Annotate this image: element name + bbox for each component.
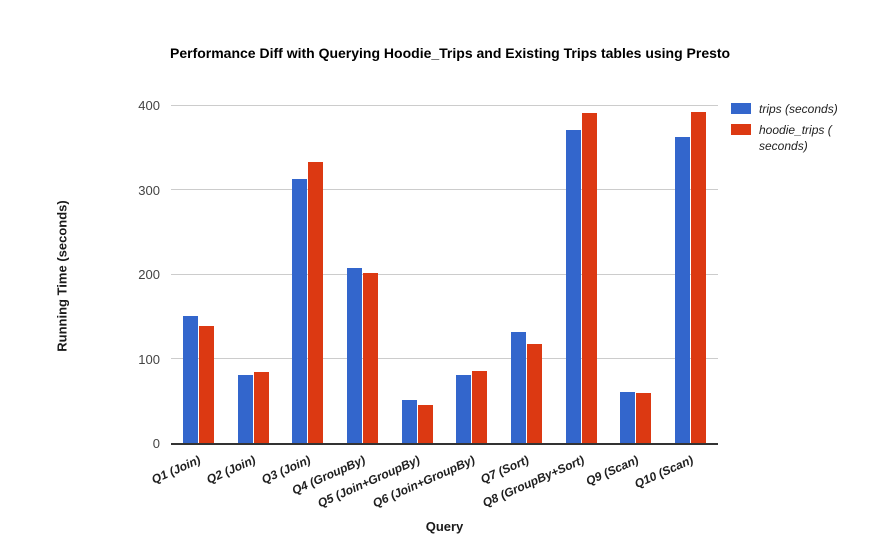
bar-hoodie-trips-q2 xyxy=(253,372,269,443)
bar-trips-q10 xyxy=(675,137,691,443)
legend-label-hoodie-trips: hoodie_trips ( seconds) xyxy=(759,123,832,153)
legend: trips (seconds) hoodie_trips ( seconds) xyxy=(731,101,863,159)
bar-trips-q4 xyxy=(346,268,362,443)
bar-trips-q1 xyxy=(182,316,198,443)
x-tick-label-q10: Q10 (Scan) xyxy=(632,452,696,491)
y-tick-label-0: 0 xyxy=(152,436,160,451)
y-tick-label-200: 200 xyxy=(138,267,160,282)
legend-swatch-trips xyxy=(731,103,751,114)
bar-hoodie-trips-q3 xyxy=(308,162,324,443)
bar-trips-q6 xyxy=(456,375,472,443)
bar-hoodie-trips-q6 xyxy=(472,371,488,443)
chart-title: Performance Diff with Querying Hoodie_Tr… xyxy=(170,45,731,61)
bar-hoodie-trips-q8 xyxy=(581,113,597,443)
gridline-300 xyxy=(171,189,718,190)
legend-item-hoodie-trips: hoodie_trips ( seconds) xyxy=(731,122,863,154)
legend-item-trips: trips (seconds) xyxy=(731,101,863,117)
x-axis-title: Query xyxy=(425,519,464,534)
bar-trips-q7 xyxy=(511,332,527,443)
gridline-200 xyxy=(171,273,718,275)
bar-trips-q3 xyxy=(292,179,308,443)
bar-trips-q9 xyxy=(620,392,636,443)
gridline-400 xyxy=(171,104,718,106)
legend-swatch-hoodie-trips xyxy=(731,124,751,135)
bar-hoodie-trips-q1 xyxy=(198,326,214,443)
x-tick-wrap-q10: Q10 (Scan) xyxy=(523,450,695,491)
legend-label-trips: trips (seconds) xyxy=(759,102,838,116)
y-tick-label-100: 100 xyxy=(138,351,160,367)
bar-hoodie-trips-q4 xyxy=(362,273,378,443)
plot-area xyxy=(171,104,718,445)
y-tick-label-300: 300 xyxy=(138,182,160,198)
y-tick-label-400: 400 xyxy=(138,98,160,113)
bar-hoodie-trips-q9 xyxy=(636,393,652,443)
bar-trips-q5 xyxy=(401,400,417,443)
bar-trips-q2 xyxy=(237,375,253,443)
bar-trips-q8 xyxy=(565,130,581,443)
bar-hoodie-trips-q10 xyxy=(691,112,707,443)
bar-hoodie-trips-q5 xyxy=(417,405,433,443)
y-axis-title: Running Time (seconds) xyxy=(54,200,70,352)
gridline-100 xyxy=(171,358,718,359)
bar-hoodie-trips-q7 xyxy=(527,344,543,443)
